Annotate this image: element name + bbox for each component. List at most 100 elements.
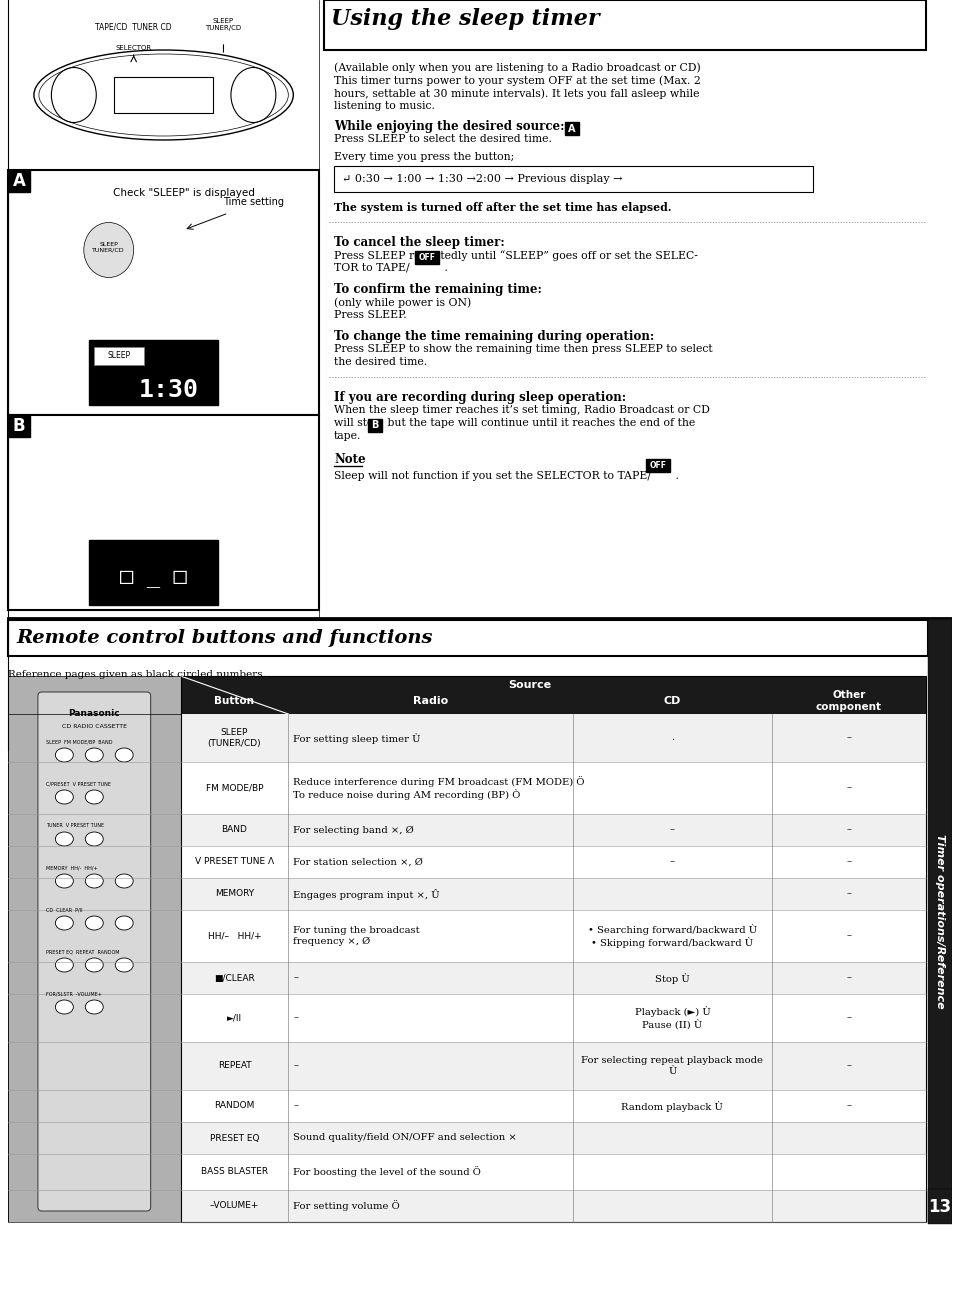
Text: –: – <box>845 734 851 743</box>
Text: .: . <box>670 734 673 743</box>
Text: V PRESET TUNE Λ: V PRESET TUNE Λ <box>194 858 274 866</box>
Bar <box>180 714 924 762</box>
Text: TUNER  V PRESET TUNE: TUNER V PRESET TUNE <box>46 823 104 828</box>
Text: SLEEP: SLEEP <box>107 351 131 360</box>
Text: –: – <box>845 973 851 982</box>
Bar <box>89 341 218 405</box>
Text: PRESET EQ: PRESET EQ <box>210 1133 259 1142</box>
Text: –: – <box>293 1061 298 1070</box>
Text: Source: Source <box>508 680 551 690</box>
Ellipse shape <box>115 748 133 762</box>
Bar <box>93 347 144 365</box>
Bar <box>8 415 30 438</box>
Text: tape.: tape. <box>334 431 361 441</box>
Text: Sound quality/field ON/OFF and selection ×: Sound quality/field ON/OFF and selection… <box>293 1133 517 1142</box>
Text: B: B <box>12 417 25 435</box>
Bar <box>180 1041 924 1090</box>
Bar <box>180 1154 924 1189</box>
Text: • Searching forward/backward Ù
• Skipping forward/backward Ù: • Searching forward/backward Ù • Skippin… <box>587 924 756 948</box>
Text: Note: Note <box>334 453 365 466</box>
Bar <box>180 878 924 910</box>
Text: ►/II: ►/II <box>227 1014 242 1023</box>
Bar <box>180 814 924 846</box>
Bar <box>180 1090 924 1121</box>
Bar <box>180 910 924 962</box>
Text: For station selection ×, Ø: For station selection ×, Ø <box>293 858 423 866</box>
Text: 13: 13 <box>927 1199 950 1216</box>
Text: (Available only when you are listening to a Radio broadcast or CD): (Available only when you are listening t… <box>334 62 700 72</box>
Text: the desired time.: the desired time. <box>334 358 427 367</box>
Text: (only while power is ON): (only while power is ON) <box>334 297 471 308</box>
Text: –: – <box>845 825 851 834</box>
Text: CD RADIO CASSETTE: CD RADIO CASSETTE <box>62 723 127 728</box>
Bar <box>8 714 180 1222</box>
Ellipse shape <box>55 916 73 930</box>
Text: Reduce interference during FM broadcast (FM MODE) Ö
To reduce noise during AM re: Reduce interference during FM broadcast … <box>293 776 584 800</box>
Text: SLEEP
TUNER/CD: SLEEP TUNER/CD <box>205 18 241 31</box>
Text: 1:30: 1:30 <box>138 379 198 402</box>
Ellipse shape <box>115 916 133 930</box>
Ellipse shape <box>55 790 73 804</box>
Text: –: – <box>845 1014 851 1023</box>
Text: BASS BLASTER: BASS BLASTER <box>201 1167 268 1176</box>
Text: For boosting the level of the sound Ö: For boosting the level of the sound Ö <box>293 1166 480 1178</box>
Bar <box>8 170 30 193</box>
Text: Press SLEEP to select the desired time.: Press SLEEP to select the desired time. <box>334 134 552 144</box>
Bar <box>927 1189 951 1224</box>
Text: CD: CD <box>663 696 680 706</box>
Text: Remote control buttons and functions: Remote control buttons and functions <box>16 629 432 647</box>
Text: –: – <box>293 1014 298 1023</box>
Text: To change the time remaining during operation:: To change the time remaining during oper… <box>334 330 654 343</box>
Bar <box>180 762 924 814</box>
Text: –VOLUME+: –VOLUME+ <box>210 1201 259 1210</box>
Text: TAPE/CD  TUNER CD: TAPE/CD TUNER CD <box>95 24 172 31</box>
Text: For tuning the broadcast
frequency ×, Ø: For tuning the broadcast frequency ×, Ø <box>293 926 419 946</box>
Text: Reference pages given as black circled numbers.: Reference pages given as black circled n… <box>8 669 266 679</box>
Bar <box>8 676 180 1222</box>
Bar <box>8 170 319 415</box>
Text: Check "SLEEP" is displayed: Check "SLEEP" is displayed <box>112 189 254 198</box>
Text: Press SLEEP.: Press SLEEP. <box>334 310 406 320</box>
Text: .: . <box>440 263 447 272</box>
FancyBboxPatch shape <box>38 692 151 1210</box>
Text: –: – <box>293 1102 298 1111</box>
Bar <box>646 458 670 472</box>
Text: REPEAT: REPEAT <box>217 1061 251 1070</box>
Ellipse shape <box>115 874 133 888</box>
Text: SLEEP  FM MODE/BP  BAND: SLEEP FM MODE/BP BAND <box>46 739 112 744</box>
Text: Engages program input ×, Û: Engages program input ×, Û <box>293 888 439 900</box>
Text: FM MODE/BP: FM MODE/BP <box>206 783 263 793</box>
Bar <box>324 0 924 50</box>
Text: When the sleep timer reaches it’s set timing, Radio Broadcast or CD: When the sleep timer reaches it’s set ti… <box>334 405 709 415</box>
Text: –: – <box>669 858 674 866</box>
Text: Every time you press the button;: Every time you press the button; <box>334 152 514 162</box>
Text: hours, settable at 30 minute intervals). It lets you fall asleep while: hours, settable at 30 minute intervals).… <box>334 88 699 98</box>
Text: B: B <box>371 421 378 431</box>
Bar <box>334 166 812 193</box>
Text: .: . <box>672 472 679 481</box>
Text: A: A <box>567 123 575 134</box>
Bar <box>89 540 218 605</box>
Ellipse shape <box>85 748 103 762</box>
Text: Timer operations/Reference: Timer operations/Reference <box>934 833 943 1009</box>
Ellipse shape <box>85 832 103 846</box>
Text: Press SLEEP to show the remaining time then press SLEEP to select: Press SLEEP to show the remaining time t… <box>334 345 712 354</box>
Ellipse shape <box>84 223 133 278</box>
Text: This timer turns power to your system OFF at the set time (Max. 2: This timer turns power to your system OF… <box>334 75 700 85</box>
Text: –: – <box>845 858 851 866</box>
Text: PRESET EQ  REPEAT  RANDOM: PRESET EQ REPEAT RANDOM <box>46 948 119 954</box>
Ellipse shape <box>85 916 103 930</box>
Text: To confirm the remaining time:: To confirm the remaining time: <box>334 283 541 296</box>
Text: HH/–   HH/+: HH/– HH/+ <box>208 931 261 941</box>
Text: –: – <box>845 1102 851 1111</box>
Text: RANDOM: RANDOM <box>214 1102 254 1111</box>
Ellipse shape <box>85 958 103 972</box>
Text: Other
component: Other component <box>815 690 882 711</box>
Text: will stop, but the tape will continue until it reaches the end of the: will stop, but the tape will continue un… <box>334 418 695 428</box>
Ellipse shape <box>55 832 73 846</box>
Text: For setting volume Ö: For setting volume Ö <box>293 1200 399 1212</box>
Text: While enjoying the desired source:: While enjoying the desired source: <box>334 121 564 134</box>
Text: Stop Ù: Stop Ù <box>655 972 689 984</box>
Text: SLEEP
(TUNER/CD): SLEEP (TUNER/CD) <box>208 728 261 748</box>
Ellipse shape <box>85 874 103 888</box>
